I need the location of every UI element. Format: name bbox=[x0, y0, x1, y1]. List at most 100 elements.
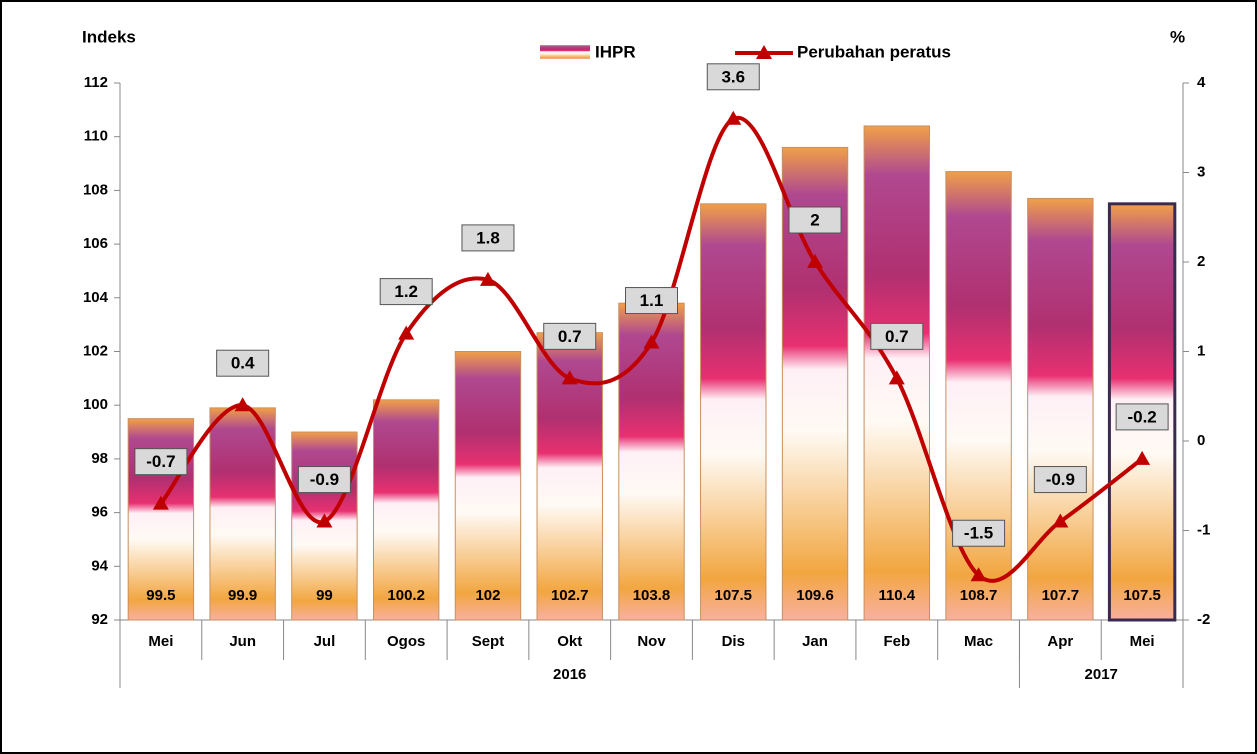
line-label-box bbox=[543, 322, 597, 350]
bar bbox=[618, 302, 685, 621]
bar-value-label: 99.5 bbox=[146, 587, 175, 604]
x-tick-label: Okt bbox=[557, 633, 582, 650]
line-label-box bbox=[870, 322, 924, 350]
legend-label: IHPR bbox=[595, 42, 636, 61]
x-tick-label: Jun bbox=[229, 633, 256, 650]
line-label-box bbox=[625, 287, 678, 315]
y-tick-label: 104 bbox=[83, 289, 109, 306]
x-tick-label: Sept bbox=[472, 633, 505, 650]
line-value-label: -0.7 bbox=[146, 452, 175, 471]
line-marker bbox=[152, 495, 169, 510]
bar-value-label: 102.7 bbox=[551, 587, 589, 604]
x-tick-label: Ogos bbox=[387, 633, 425, 650]
legend-label: Perubahan peratus bbox=[797, 42, 951, 61]
legend-swatch bbox=[540, 45, 590, 59]
y2-tick-label: -1 bbox=[1197, 521, 1210, 538]
bar-value-label: 100.2 bbox=[387, 587, 425, 604]
bar-value-label: 110.4 bbox=[878, 587, 915, 604]
line-label-box bbox=[1033, 466, 1087, 494]
y-tick-label: 96 bbox=[91, 504, 108, 521]
x-tick-label: Mac bbox=[964, 633, 993, 650]
line-marker bbox=[479, 271, 496, 286]
y-tick-label: 102 bbox=[83, 342, 108, 359]
x-tick-label: Nov bbox=[637, 633, 666, 650]
y2-tick-label: -2 bbox=[1197, 611, 1210, 628]
y-tick-label: 106 bbox=[83, 235, 108, 252]
x-tick-label: Mei bbox=[148, 633, 173, 650]
y2-tick-label: 2 bbox=[1197, 253, 1205, 270]
line-value-label: 1.1 bbox=[640, 291, 664, 310]
x-tick-label: Jul bbox=[314, 633, 336, 650]
line-marker bbox=[888, 370, 905, 385]
line-label-box bbox=[297, 466, 351, 494]
x-tick-label: Feb bbox=[883, 633, 910, 650]
x-tick-label: Jan bbox=[802, 633, 828, 650]
bar-value-label: 108.7 bbox=[960, 587, 998, 604]
bar bbox=[1027, 197, 1094, 621]
y-tick-label: 92 bbox=[91, 611, 108, 628]
x-tick-label: Apr bbox=[1047, 633, 1073, 650]
line-marker bbox=[1052, 513, 1069, 528]
line-marker bbox=[316, 513, 333, 528]
y-tick-label: 98 bbox=[91, 450, 108, 467]
line-marker bbox=[643, 334, 660, 349]
line-value-label: -0.2 bbox=[1127, 407, 1156, 426]
bar-value-label: 107.7 bbox=[1042, 587, 1080, 604]
line-label-box bbox=[788, 206, 842, 234]
line-value-label: 0.7 bbox=[558, 327, 582, 346]
y2-tick-label: 1 bbox=[1197, 342, 1205, 359]
line-label-box bbox=[379, 278, 433, 306]
line-label-box bbox=[134, 448, 188, 476]
bar-value-label: 99.9 bbox=[228, 587, 257, 604]
bar bbox=[209, 407, 276, 621]
line-value-label: -0.9 bbox=[310, 470, 339, 489]
bar-value-label: 99 bbox=[316, 587, 333, 604]
line-value-label: 0.7 bbox=[885, 327, 909, 346]
line-value-label: 0.4 bbox=[231, 354, 255, 373]
y-tick-label: 110 bbox=[84, 128, 108, 145]
bar bbox=[372, 399, 440, 621]
line-label-box bbox=[952, 519, 1006, 547]
y-tick-label: 112 bbox=[84, 74, 108, 91]
y2-tick-label: 4 bbox=[1197, 74, 1206, 91]
line-label-box bbox=[216, 349, 270, 377]
y2-tick-label: 0 bbox=[1197, 432, 1205, 449]
y-tick-label: 100 bbox=[83, 396, 108, 413]
bar-value-label: 107.5 bbox=[714, 587, 752, 604]
group-label: 2017 bbox=[1085, 666, 1118, 683]
bar bbox=[454, 351, 522, 621]
line-marker bbox=[561, 370, 578, 385]
line-marker bbox=[807, 254, 824, 268]
line-value-label: -0.9 bbox=[1046, 470, 1075, 489]
line-value-label: 1.2 bbox=[394, 282, 418, 301]
bar-value-label: 103.8 bbox=[633, 587, 671, 604]
bar-value-label: 102 bbox=[475, 587, 500, 604]
line-marker bbox=[398, 325, 415, 340]
line-value-label: 1.8 bbox=[476, 228, 500, 247]
legend-marker bbox=[756, 45, 772, 59]
line-marker bbox=[1134, 450, 1151, 465]
bar bbox=[700, 203, 767, 621]
line-marker bbox=[234, 397, 251, 412]
line-label-box bbox=[1115, 403, 1169, 431]
x-tick-label: Dis bbox=[722, 633, 745, 650]
line-label-box bbox=[461, 224, 515, 252]
line-label-box bbox=[706, 63, 760, 91]
y2-tick-label: 3 bbox=[1197, 163, 1205, 180]
bar-value-label: 109.6 bbox=[796, 587, 834, 604]
line-value-label: -1.5 bbox=[964, 524, 993, 543]
group-label: 2016 bbox=[553, 666, 586, 683]
x-tick-label: Mei bbox=[1130, 633, 1155, 650]
line-value-label: 2 bbox=[810, 210, 819, 229]
y2-axis-title: % bbox=[1170, 27, 1185, 46]
y-tick-label: 108 bbox=[83, 181, 108, 198]
line-marker bbox=[725, 110, 742, 125]
line-value-label: 3.6 bbox=[721, 67, 745, 86]
bar-value-label: 107.5 bbox=[1123, 587, 1161, 604]
bar bbox=[945, 171, 1012, 621]
bar bbox=[536, 332, 603, 621]
y-tick-label: 94 bbox=[91, 557, 108, 574]
y-axis-title: Indeks bbox=[82, 27, 136, 46]
